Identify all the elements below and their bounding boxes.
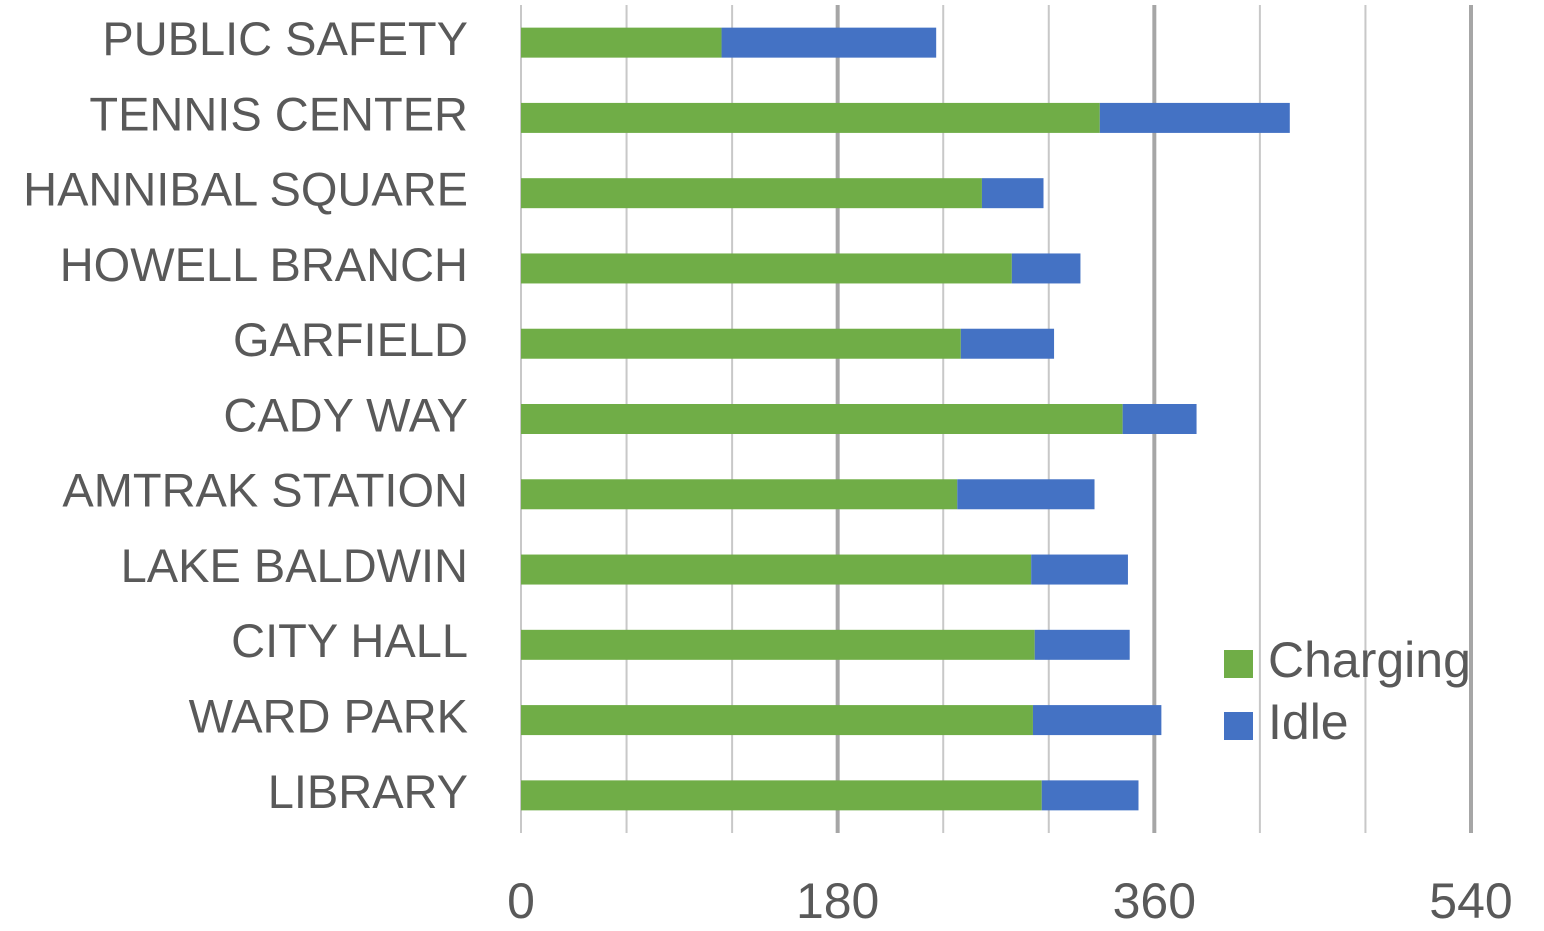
bar-segment — [1032, 705, 1162, 736]
legend-swatch — [1224, 650, 1253, 678]
bar-segment — [521, 705, 1033, 736]
y-tick-label: TENNIS CENTER — [89, 87, 468, 140]
bar-segment — [521, 780, 1042, 811]
bar-segment — [1031, 554, 1128, 585]
y-tick-label: CITY HALL — [231, 614, 468, 667]
x-tick-label: 360 — [1113, 873, 1196, 929]
bar-segment — [721, 27, 937, 58]
bar-segment — [1011, 253, 1081, 284]
bar-segment — [521, 554, 1032, 585]
bar-segment — [521, 404, 1123, 434]
bar-segment — [521, 102, 1100, 133]
bar-segment — [957, 479, 1095, 510]
bar-segment — [521, 629, 1035, 660]
bar-segment — [521, 253, 1012, 284]
legend-label: Charging — [1268, 632, 1471, 688]
bar-segment — [521, 178, 982, 209]
bar-segment — [521, 27, 722, 58]
y-tick-label: HANNIBAL SQUARE — [23, 163, 468, 216]
y-tick-label: HOWELL BRANCH — [60, 238, 468, 291]
bar-segment — [521, 328, 961, 359]
y-tick-label: CADY WAY — [223, 388, 468, 441]
bar-segment — [981, 178, 1044, 209]
y-tick-label: AMTRAK STATION — [62, 464, 468, 517]
y-tick-label: GARFIELD — [233, 313, 468, 366]
bar-segment — [1034, 629, 1130, 660]
bar-segment — [1041, 780, 1139, 811]
x-tick-label: 0 — [507, 873, 535, 929]
y-tick-label: PUBLIC SAFETY — [102, 12, 468, 65]
bar-segment — [960, 328, 1055, 359]
bar-segment — [1099, 102, 1290, 133]
y-tick-label: WARD PARK — [189, 690, 468, 743]
x-tick-label: 180 — [796, 873, 879, 929]
legend-label: Idle — [1268, 694, 1349, 750]
y-tick-label: LIBRARY — [268, 765, 468, 818]
legend-swatch — [1224, 712, 1253, 740]
x-tick-label: 540 — [1429, 873, 1512, 929]
bar-segment — [1122, 404, 1197, 434]
y-tick-label: LAKE BALDWIN — [121, 539, 468, 592]
bar-segment — [521, 479, 958, 510]
